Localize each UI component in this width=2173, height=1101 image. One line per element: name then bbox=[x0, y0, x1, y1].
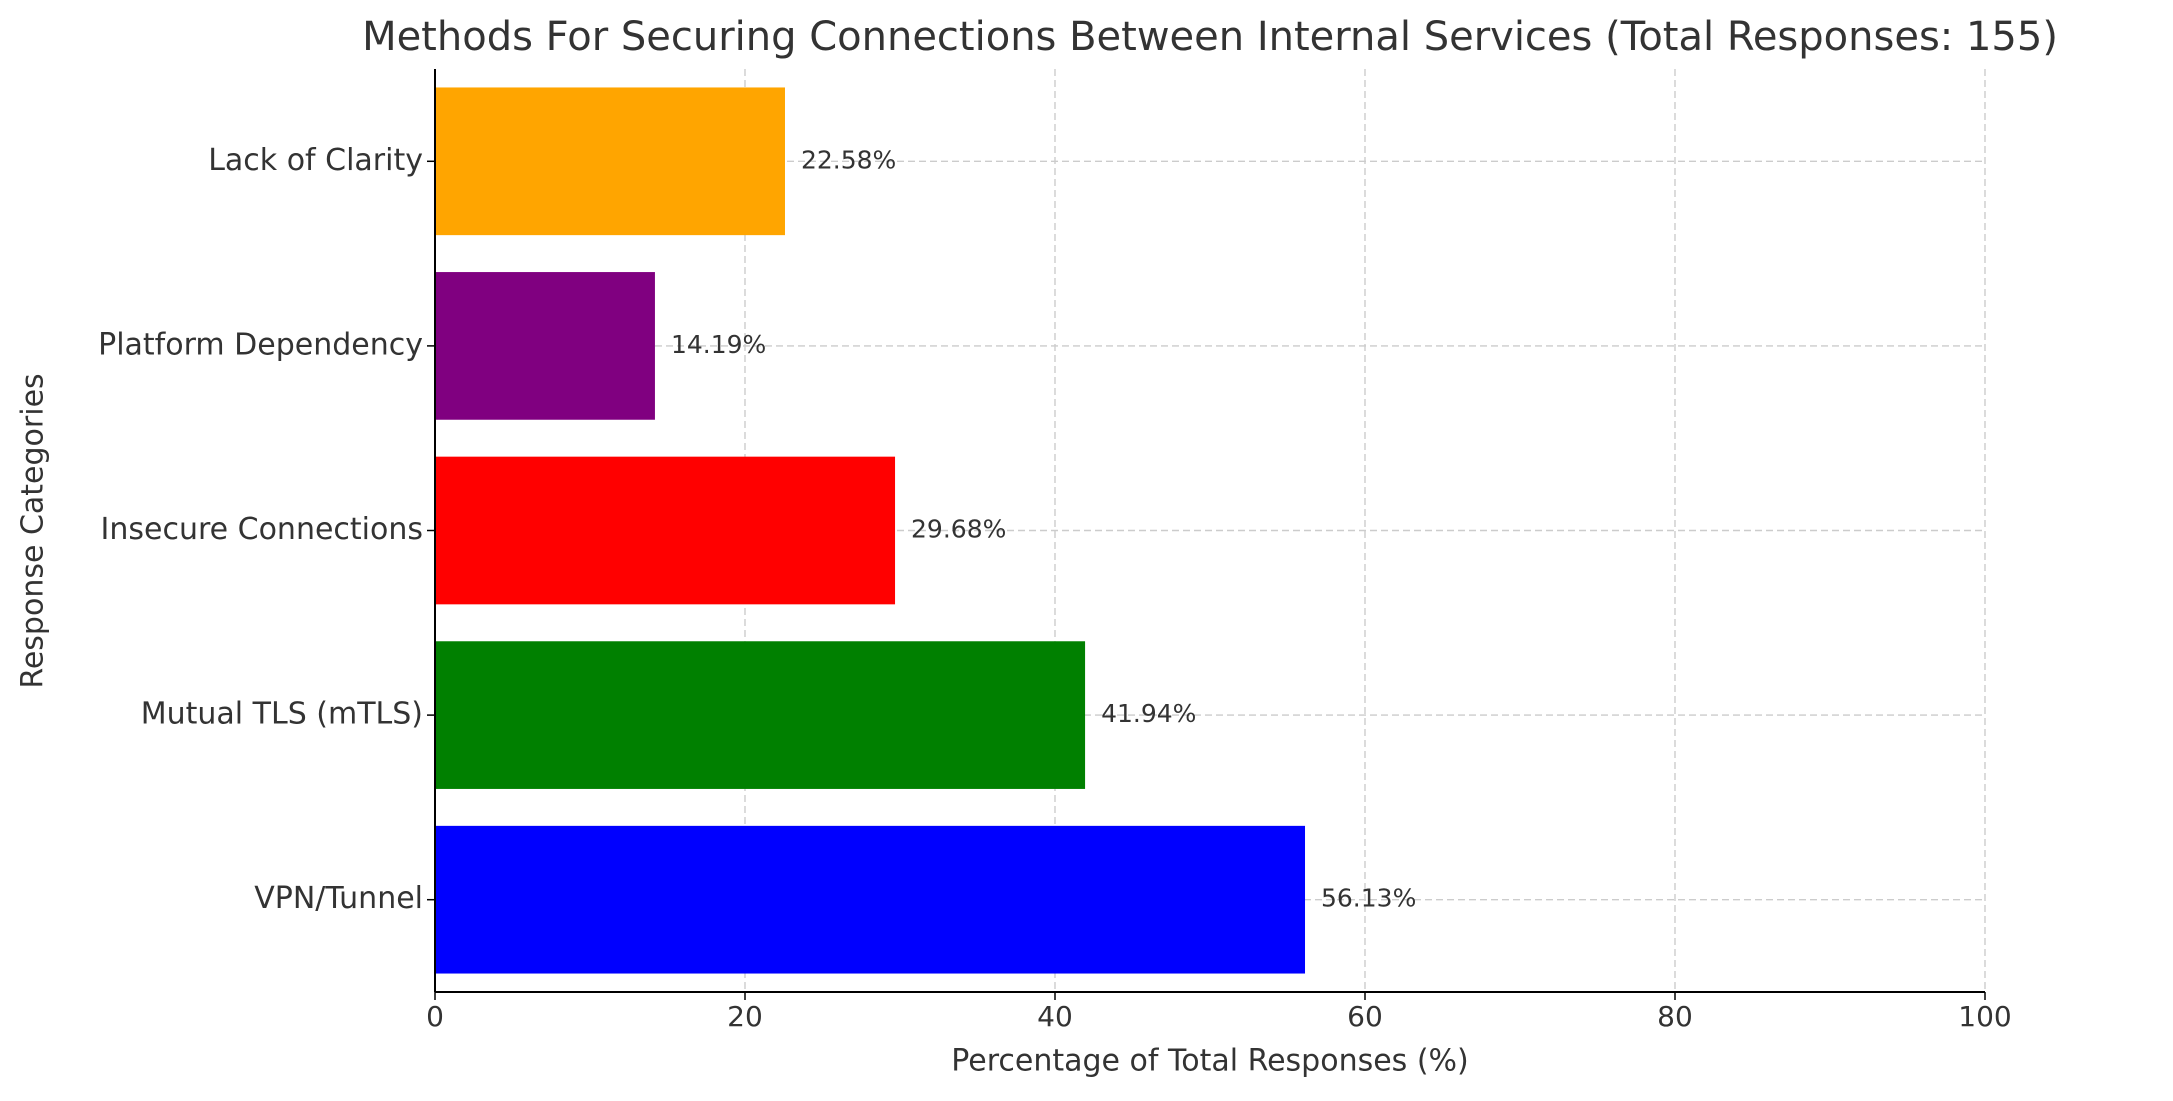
y-tick-label: Mutual TLS (mTLS) bbox=[141, 697, 423, 732]
value-label: 22.58% bbox=[801, 145, 896, 174]
chart-title: Methods For Securing Connections Between… bbox=[362, 14, 2058, 60]
value-label: 29.68% bbox=[911, 515, 1006, 544]
y-tick-label: Platform Dependency bbox=[98, 327, 423, 362]
value-label: 14.19% bbox=[671, 330, 766, 359]
x-axis-label: Percentage of Total Responses (%) bbox=[951, 1044, 1469, 1079]
x-tick-label: 60 bbox=[1347, 1000, 1383, 1033]
y-tick-label: Lack of Clarity bbox=[208, 143, 423, 178]
x-tick-label: 40 bbox=[1037, 1000, 1073, 1033]
bar bbox=[435, 825, 1306, 974]
bar bbox=[435, 456, 896, 605]
x-tick-label: 0 bbox=[426, 1000, 444, 1033]
x-tick-label: 80 bbox=[1657, 1000, 1693, 1033]
bar bbox=[435, 641, 1086, 789]
bar bbox=[435, 87, 785, 236]
y-tick-label: VPN/Tunnel bbox=[254, 881, 423, 916]
y-tick-label: Insecure Connections bbox=[101, 512, 424, 547]
bar bbox=[435, 272, 655, 420]
x-tick-label: 100 bbox=[1958, 1000, 2011, 1033]
y-axis-label: Response Categories bbox=[16, 373, 51, 688]
value-label: 41.94% bbox=[1101, 699, 1196, 728]
value-label: 56.13% bbox=[1321, 884, 1416, 913]
x-tick-label: 20 bbox=[727, 1000, 763, 1033]
